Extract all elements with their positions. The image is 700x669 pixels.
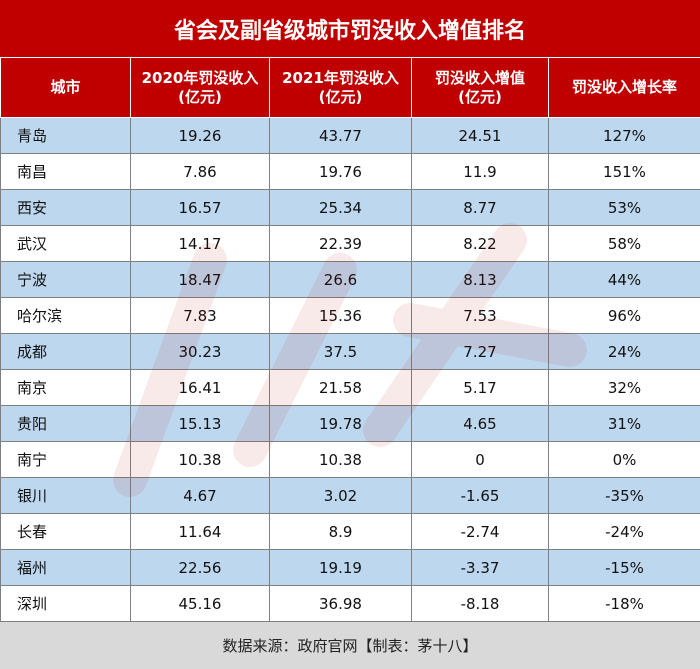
increase-cell: -2.74 (412, 514, 549, 550)
growth-rate-cell: 44% (549, 262, 700, 298)
growth-rate-cell: -35% (549, 478, 700, 514)
revenue-2021-cell: 8.9 (270, 514, 412, 550)
revenue-2020-cell: 16.57 (131, 190, 270, 226)
increase-cell: 8.13 (412, 262, 549, 298)
city-cell: 银川 (1, 478, 131, 514)
increase-cell: 0 (412, 442, 549, 478)
increase-cell: 24.51 (412, 118, 549, 154)
revenue-2021-cell: 19.78 (270, 406, 412, 442)
growth-rate-cell: 96% (549, 298, 700, 334)
growth-rate-cell: 32% (549, 370, 700, 406)
increase-cell: -8.18 (412, 586, 549, 622)
increase-cell: 5.17 (412, 370, 549, 406)
revenue-2021-cell: 19.76 (270, 154, 412, 190)
city-cell: 成都 (1, 334, 131, 370)
growth-rate-cell: 24% (549, 334, 700, 370)
revenue-2020-cell: 7.83 (131, 298, 270, 334)
city-cell: 武汉 (1, 226, 131, 262)
city-cell: 宁波 (1, 262, 131, 298)
revenue-2021-cell: 26.6 (270, 262, 412, 298)
growth-rate-cell: 127% (549, 118, 700, 154)
header-2021: 2021年罚没收入 (亿元) (270, 58, 412, 118)
revenue-2020-cell: 7.86 (131, 154, 270, 190)
growth-rate-cell: 0% (549, 442, 700, 478)
header-increase: 罚没收入增值 (亿元) (412, 58, 549, 118)
increase-cell: -1.65 (412, 478, 549, 514)
revenue-2020-cell: 30.23 (131, 334, 270, 370)
header-city: 城市 (1, 58, 131, 118)
revenue-2021-cell: 37.5 (270, 334, 412, 370)
increase-cell: 7.53 (412, 298, 549, 334)
revenue-2021-cell: 19.19 (270, 550, 412, 586)
city-cell: 长春 (1, 514, 131, 550)
revenue-2020-cell: 18.47 (131, 262, 270, 298)
revenue-2020-cell: 16.41 (131, 370, 270, 406)
city-cell: 青岛 (1, 118, 131, 154)
city-cell: 哈尔滨 (1, 298, 131, 334)
increase-cell: 8.22 (412, 226, 549, 262)
increase-cell: 8.77 (412, 190, 549, 226)
revenue-2021-cell: 3.02 (270, 478, 412, 514)
city-cell: 南宁 (1, 442, 131, 478)
revenue-2021-cell: 25.34 (270, 190, 412, 226)
city-cell: 西安 (1, 190, 131, 226)
page-title: 省会及副省级城市罚没收入增值排名 (0, 0, 700, 58)
revenue-2021-cell: 10.38 (270, 442, 412, 478)
growth-rate-cell: 31% (549, 406, 700, 442)
growth-rate-cell: 151% (549, 154, 700, 190)
increase-cell: 7.27 (412, 334, 549, 370)
revenue-2021-cell: 22.39 (270, 226, 412, 262)
header-2020: 2020年罚没收入 (亿元) (131, 58, 270, 118)
revenue-2020-cell: 15.13 (131, 406, 270, 442)
data-source-note: 数据来源：政府官网【制表：茅十八】 (0, 621, 700, 669)
increase-cell: 11.9 (412, 154, 549, 190)
revenue-2021-cell: 15.36 (270, 298, 412, 334)
ranking-table: 城市 2020年罚没收入 (亿元) 2021年罚没收入 (亿元) 罚没收入增值 … (0, 57, 700, 622)
revenue-2020-cell: 14.17 (131, 226, 270, 262)
increase-cell: 4.65 (412, 406, 549, 442)
increase-cell: -3.37 (412, 550, 549, 586)
city-cell: 深圳 (1, 586, 131, 622)
growth-rate-cell: -18% (549, 586, 700, 622)
city-cell: 贵阳 (1, 406, 131, 442)
revenue-2020-cell: 11.64 (131, 514, 270, 550)
header-growth: 罚没收入增长率 (549, 58, 700, 118)
revenue-2020-cell: 22.56 (131, 550, 270, 586)
revenue-2021-cell: 43.77 (270, 118, 412, 154)
city-cell: 福州 (1, 550, 131, 586)
growth-rate-cell: -24% (549, 514, 700, 550)
revenue-2021-cell: 21.58 (270, 370, 412, 406)
revenue-2020-cell: 4.67 (131, 478, 270, 514)
growth-rate-cell: 53% (549, 190, 700, 226)
growth-rate-cell: 58% (549, 226, 700, 262)
revenue-2021-cell: 36.98 (270, 586, 412, 622)
revenue-2020-cell: 19.26 (131, 118, 270, 154)
revenue-2020-cell: 10.38 (131, 442, 270, 478)
city-cell: 南昌 (1, 154, 131, 190)
revenue-2020-cell: 45.16 (131, 586, 270, 622)
table-header-row: 城市 2020年罚没收入 (亿元) 2021年罚没收入 (亿元) 罚没收入增值 … (1, 58, 700, 118)
growth-rate-cell: -15% (549, 550, 700, 586)
city-cell: 南京 (1, 370, 131, 406)
